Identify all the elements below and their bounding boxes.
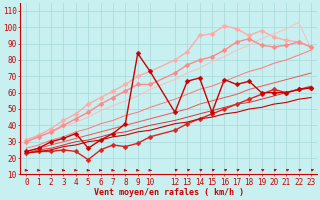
X-axis label: Vent moyen/en rafales ( km/h ): Vent moyen/en rafales ( km/h ) [94, 188, 244, 197]
